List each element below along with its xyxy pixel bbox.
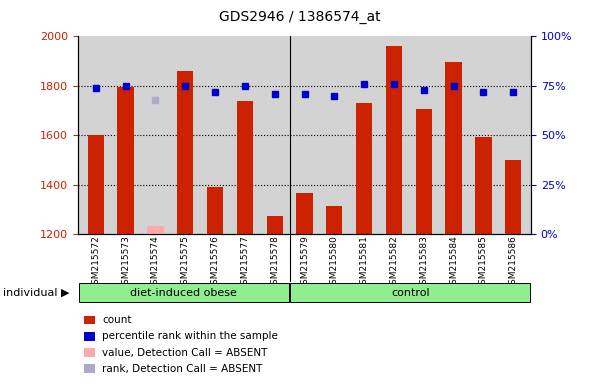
Text: percentile rank within the sample: percentile rank within the sample	[102, 331, 278, 341]
Text: control: control	[391, 288, 430, 298]
Text: GSM215576: GSM215576	[211, 235, 220, 290]
Bar	[147, 225, 164, 234]
Text: GSM215572: GSM215572	[91, 235, 100, 290]
Bar	[79, 283, 289, 302]
Text: diet-induced obese: diet-induced obese	[130, 288, 237, 298]
Bar	[326, 206, 343, 234]
Text: GSM215574: GSM215574	[151, 235, 160, 290]
Text: GSM215585: GSM215585	[479, 235, 488, 290]
Bar	[356, 103, 373, 234]
Bar	[236, 101, 253, 234]
Text: rank, Detection Call = ABSENT: rank, Detection Call = ABSENT	[102, 364, 262, 374]
Bar	[296, 194, 313, 234]
Bar	[118, 87, 134, 234]
Text: individual ▶: individual ▶	[3, 288, 70, 298]
Bar	[445, 63, 462, 234]
Text: GSM215583: GSM215583	[419, 235, 428, 290]
Text: GSM215581: GSM215581	[359, 235, 368, 290]
Text: GSM215575: GSM215575	[181, 235, 190, 290]
Text: GSM215578: GSM215578	[270, 235, 279, 290]
Bar	[290, 283, 530, 302]
Bar	[207, 187, 223, 234]
Bar	[386, 46, 402, 234]
Bar	[505, 160, 521, 234]
Bar	[266, 216, 283, 234]
Bar	[88, 136, 104, 234]
Text: GDS2946 / 1386574_at: GDS2946 / 1386574_at	[219, 10, 381, 23]
Bar	[177, 71, 193, 234]
Text: GSM215584: GSM215584	[449, 235, 458, 290]
Text: GSM215577: GSM215577	[241, 235, 250, 290]
Text: GSM215579: GSM215579	[300, 235, 309, 290]
Text: GSM215582: GSM215582	[389, 235, 398, 290]
Bar	[475, 137, 491, 234]
Text: GSM215580: GSM215580	[330, 235, 339, 290]
Text: value, Detection Call = ABSENT: value, Detection Call = ABSENT	[102, 348, 268, 358]
Text: GSM215586: GSM215586	[509, 235, 518, 290]
Text: GSM215573: GSM215573	[121, 235, 130, 290]
Text: count: count	[102, 315, 131, 325]
Bar	[416, 109, 432, 234]
